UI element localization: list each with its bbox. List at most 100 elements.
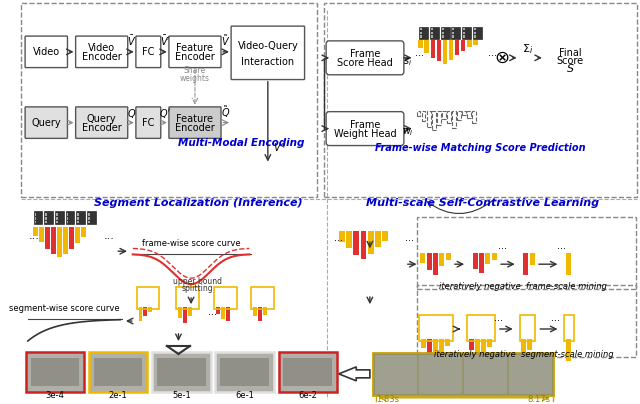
Bar [566,253,571,275]
Text: $S$: $S$ [566,62,574,74]
Bar [45,217,47,219]
Bar [45,221,47,223]
Text: Segment Localization (Inference): Segment Localization (Inference) [93,198,302,208]
Bar [524,253,528,275]
Text: $Q'$: $Q'$ [159,107,171,120]
Bar [383,231,388,241]
Bar [324,3,637,198]
Text: 2e-1: 2e-1 [109,391,127,400]
Bar [339,231,344,242]
Bar [440,339,444,352]
Bar [530,253,534,265]
Bar [374,354,417,394]
Text: $\tilde{V}$: $\tilde{V}$ [221,33,230,48]
Bar [38,227,44,242]
Bar [368,231,374,254]
Text: Multi-scale Self-Contrastive Learning: Multi-scale Self-Contrastive Learning [366,198,599,208]
Bar [417,285,636,357]
Bar [433,339,438,359]
Bar [31,358,79,386]
Text: $\bar{V}$: $\bar{V}$ [127,34,136,48]
Bar [436,40,442,61]
FancyBboxPatch shape [169,107,221,139]
Text: 6e-2: 6e-2 [298,391,317,400]
Bar [419,354,462,394]
Bar [421,339,426,348]
Bar [375,231,381,247]
Bar [177,287,199,309]
FancyBboxPatch shape [136,36,161,67]
FancyBboxPatch shape [76,107,128,139]
Bar [424,40,429,53]
Text: $s_i$: $s_i$ [403,56,412,67]
Text: $\otimes$: $\otimes$ [494,49,509,67]
Bar [258,307,262,320]
Bar [442,40,447,64]
Text: FC: FC [142,118,154,128]
Text: Score: Score [556,56,584,66]
Bar [51,227,56,254]
Bar [445,253,451,260]
Text: Video-Query: Video-Query [237,41,298,51]
Bar [492,253,497,260]
Bar [76,211,85,224]
Text: Interaction: Interaction [241,57,294,67]
FancyBboxPatch shape [136,107,161,139]
Bar [431,28,433,30]
Text: ...: ... [498,241,507,251]
Bar [183,307,187,323]
Bar [461,40,465,50]
Bar [360,231,367,259]
Text: 6e-1: 6e-1 [235,391,254,400]
Text: $Q$: $Q$ [127,107,136,120]
Bar [473,40,477,45]
Bar [188,307,192,316]
Bar [75,227,80,243]
Bar [442,111,445,119]
Bar [35,213,36,216]
Text: Feature: Feature [177,114,214,124]
FancyBboxPatch shape [169,36,221,67]
Text: Feature: Feature [177,43,214,53]
Bar [88,221,90,223]
Text: $w_i$: $w_i$ [402,126,413,139]
Bar [252,287,274,309]
Text: ...: ... [557,241,566,251]
FancyBboxPatch shape [231,26,305,80]
Bar [474,32,476,34]
Bar [216,352,274,392]
Bar [431,40,435,58]
Text: ...: ... [550,313,559,323]
Bar [34,211,42,224]
Text: iteratively negative  frame-scale mining: iteratively negative frame-scale mining [440,282,607,291]
Text: ...: ... [207,307,216,317]
Bar [436,111,440,124]
Bar [214,287,237,309]
Bar [45,227,49,249]
Bar [422,111,426,121]
Bar [508,354,552,394]
Bar [44,211,53,224]
Bar [56,217,58,219]
Text: Video: Video [33,47,60,57]
Bar [420,28,422,30]
FancyBboxPatch shape [25,36,67,67]
Bar [179,307,182,318]
Bar [462,27,471,39]
Text: Score Head: Score Head [337,58,393,68]
Bar [417,111,420,116]
FancyBboxPatch shape [326,41,404,75]
Bar [467,111,471,118]
Bar [21,3,317,198]
Text: $\tilde{Q}$: $\tilde{Q}$ [221,104,230,120]
Bar [449,40,453,60]
Bar [457,111,461,120]
Bar [77,221,79,223]
Bar [441,27,449,39]
Bar [442,28,444,30]
Bar [467,40,472,47]
Bar [419,315,453,341]
Text: FC: FC [142,47,154,57]
Text: ...: ... [104,231,115,241]
Text: $\Sigma_i$: $\Sigma_i$ [522,42,533,56]
